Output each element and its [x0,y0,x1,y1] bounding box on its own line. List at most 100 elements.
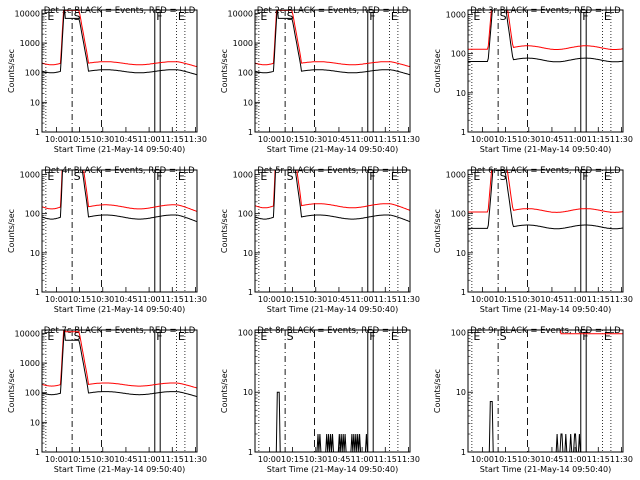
y-tick-label: 1000 [233,39,253,48]
plot-frame [467,169,624,293]
panel-title: Det 9r BLACK = Events, RED = LLD [470,326,621,336]
x-tick-label: 11:00 [351,135,374,144]
marker-label: F [369,10,375,23]
x-axis-label: Start Time (21-May-14 09:50:40) [480,145,611,154]
series-events [255,391,410,452]
x-tick-label: 10:30 [304,135,327,144]
y-tick-label: 1 [248,128,253,137]
x-axis-label: Start Time (21-May-14 09:50:40) [54,305,185,314]
plot-frame [254,9,411,133]
x-tick-label: 11:00 [351,455,374,464]
x-tick-label: 10:30 [304,455,327,464]
x-tick-label: 11:15 [587,295,610,304]
y-axis-label: Counts/sec [220,49,229,93]
x-tick-label: 10:15 [494,455,517,464]
event-markers [45,170,186,292]
series-lld [560,330,623,335]
series-lld [42,330,197,389]
marker-label: E [604,10,611,23]
series-lld [468,10,623,50]
y-tick-label: 10 [30,98,40,107]
y-tick-label: 1000 [446,170,466,179]
y-tick-label: 100 [238,210,253,219]
marker-label: E [178,330,185,343]
x-tick-label: 11:30 [397,135,420,144]
series-lld [42,170,197,212]
panel-title: Det 8r BLACK = Events, RED = LLD [257,326,408,336]
x-tick-label: 10:30 [517,135,540,144]
event-markers [258,330,399,452]
panel-title: Det 1c BLACK = Events, RED = LLD [44,6,196,16]
x-tick-label: 10:00 [258,135,281,144]
series-lld [468,170,623,213]
y-tick-label: 100 [25,389,40,398]
y-tick-label: 10 [243,388,253,397]
marker-label: S [500,170,507,183]
event-markers [258,170,399,292]
marker-label: F [582,330,588,343]
marker-label: F [156,170,162,183]
x-tick-label: 10:45 [327,135,350,144]
y-tick-label: 100 [451,328,466,337]
x-tick-label: 10:00 [45,455,68,464]
marker-label: E [178,10,185,23]
x-tick-label: 10:15 [281,295,304,304]
plot-frame [41,169,198,293]
x-tick-label: 10:00 [471,295,494,304]
x-tick-label: 10:45 [114,295,137,304]
x-tick-label: 10:00 [45,135,68,144]
panel-title: Det 6r BLACK = Events, RED = LLD [470,166,621,176]
x-tick-label: 11:00 [564,295,587,304]
y-tick-label: 10 [30,249,40,258]
y-tick-label: 100 [238,69,253,78]
marker-label: S [74,170,81,183]
y-tick-label: 1 [248,288,253,297]
x-tick-label: 11:30 [184,295,207,304]
x-tick-label: 10:00 [471,455,494,464]
y-tick-label: 1000 [20,170,40,179]
marker-label: F [582,10,588,23]
series-events [42,330,197,398]
x-tick-label: 10:30 [517,455,540,464]
x-tick-label: 10:45 [114,455,137,464]
y-tick-label: 10 [243,98,253,107]
x-axis-label: Start Time (21-May-14 09:50:40) [267,465,398,474]
x-tick-label: 11:15 [374,135,397,144]
x-tick-label: 11:30 [397,295,420,304]
x-tick-label: 11:00 [138,295,161,304]
y-tick-label: 100 [451,210,466,219]
x-tick-label: 11:00 [138,455,161,464]
x-tick-label: 11:30 [184,135,207,144]
y-tick-label: 1000 [233,170,253,179]
y-tick-label: 1 [35,448,40,457]
series-events [255,170,410,223]
panel-title: Det 7c BLACK = Events, RED = LLD [44,326,196,336]
x-tick-label: 11:15 [161,455,184,464]
panel-title: Det 3r BLACK = Events, RED = LLD [470,6,621,16]
plot-frame [254,169,411,293]
x-tick-label: 11:15 [374,295,397,304]
x-tick-label: 10:30 [91,455,114,464]
y-axis-label: Counts/sec [7,369,16,413]
event-markers [258,10,399,132]
y-axis-label: Counts/sec [433,49,442,93]
x-tick-label: 11:15 [161,135,184,144]
y-tick-label: 1000 [446,10,466,19]
y-axis-label: Counts/sec [433,369,442,413]
y-tick-label: 1 [461,128,466,137]
marker-label: F [156,330,162,343]
y-tick-label: 100 [238,328,253,337]
marker-label: E [260,330,267,343]
series-events [468,10,623,63]
marker-label: E [47,10,54,23]
marker-label: E [604,170,611,183]
marker-label: E [260,10,267,23]
marker-label: E [604,330,611,343]
x-axis-label: Start Time (21-May-14 09:50:40) [267,145,398,154]
x-tick-label: 10:15 [68,455,91,464]
x-tick-label: 10:45 [327,455,350,464]
y-tick-label: 1 [248,448,253,457]
